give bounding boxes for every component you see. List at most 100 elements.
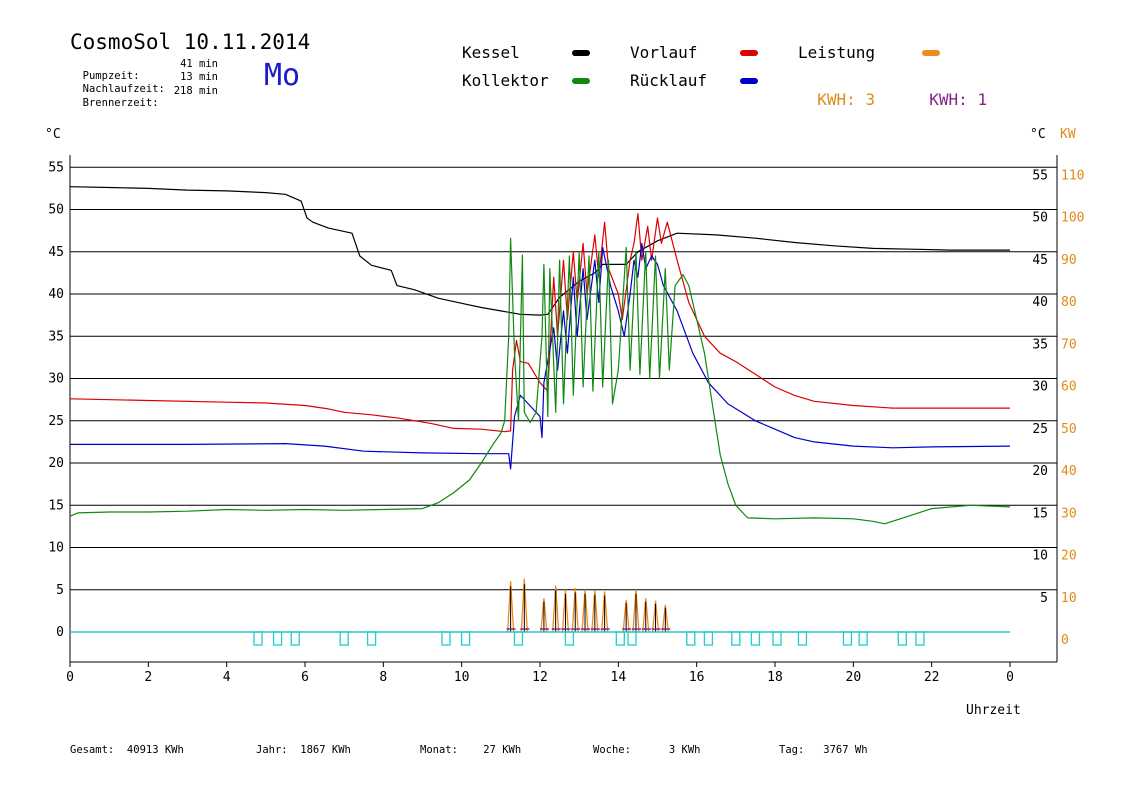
power-bar xyxy=(622,599,630,633)
pump-marker xyxy=(564,631,575,646)
right-kw-tick-label: 100 xyxy=(1061,211,1084,226)
power-bar xyxy=(520,578,528,633)
series-lines xyxy=(69,186,1011,525)
x-tick-label: 12 xyxy=(532,670,548,685)
y-tick-label: 10 xyxy=(48,541,64,556)
footer-value: 1867 KWh xyxy=(300,744,351,756)
footer-tag: Tag: 3767 Wh xyxy=(779,744,868,756)
x-tick-label: 0 xyxy=(1006,670,1014,685)
footer-gesamt: Gesamt: 40913 KWh xyxy=(70,744,184,756)
right-c-tick-label: 25 xyxy=(1032,422,1048,437)
y-tick-label: 55 xyxy=(48,160,64,175)
footer-jahr: Jahr: 1867 KWh xyxy=(256,744,351,756)
right-c-tick-label: 20 xyxy=(1032,464,1048,479)
y-tick-label: 20 xyxy=(48,456,64,471)
pump-marker xyxy=(460,631,471,646)
legend-vorlauf-label: Vorlauf xyxy=(630,43,698,62)
y-tick-label: 35 xyxy=(48,329,64,344)
right-c-tick-label: 5 xyxy=(1040,591,1048,606)
stat-brennerzeit-value: 218 min xyxy=(173,85,218,97)
y-tick-label: 15 xyxy=(48,498,64,513)
pump-marker xyxy=(339,631,349,646)
footer-value: 3767 Wh xyxy=(823,744,868,756)
pump-marker xyxy=(272,631,283,646)
y-tick-label: 5 xyxy=(56,583,64,598)
y-tick-label: 25 xyxy=(48,414,64,429)
right-kw-tick-label: 90 xyxy=(1061,253,1077,268)
kwh-value: 3 xyxy=(865,90,876,109)
footer-monat: Monat: 27 KWh xyxy=(420,744,521,756)
x-tick-label: 0 xyxy=(66,670,74,685)
y-tick-label: 40 xyxy=(48,287,64,302)
left-unit-label: °C xyxy=(45,127,61,142)
right-c-tick-label: 50 xyxy=(1032,211,1048,226)
legend-ruecklauf-swatch xyxy=(740,78,758,84)
y-tick-label: 0 xyxy=(56,625,64,640)
footer-woche: Woche: 3 KWh xyxy=(593,744,700,756)
footer-label: Monat: xyxy=(420,744,458,756)
axes xyxy=(69,155,1058,667)
legend-kessel-label: Kessel xyxy=(462,43,520,62)
right-c-tick-label: 45 xyxy=(1032,253,1048,268)
power-bar xyxy=(540,598,548,633)
series-line-kollektor xyxy=(69,237,1011,525)
pump-marker xyxy=(441,631,451,646)
power-bar xyxy=(651,600,660,633)
kwh-total-1: KWH: 3 xyxy=(798,71,875,109)
series-line-vorlauf xyxy=(69,213,1010,433)
power-bar xyxy=(571,588,579,633)
right-c-tick-label: 55 xyxy=(1032,168,1048,183)
right-c-tick-label: 10 xyxy=(1032,549,1048,564)
legend-leistung-label: Leistung xyxy=(798,43,876,62)
stat-brennerzeit: Brennerzeit: xyxy=(70,85,159,109)
x-tick-label: 8 xyxy=(379,670,387,685)
power-bar xyxy=(600,591,609,633)
stat-pumpzeit-value: 41 min xyxy=(180,58,218,70)
legend-ruecklauf-label: Rücklauf xyxy=(630,71,708,90)
x-tick-label: 2 xyxy=(144,670,152,685)
x-tick-label: 16 xyxy=(689,670,705,685)
series-line-rücklauf xyxy=(70,242,1011,470)
power-bar xyxy=(552,585,560,633)
kwh-value: 1 xyxy=(977,90,988,109)
pump-marker xyxy=(842,631,853,646)
power-bar xyxy=(591,590,599,633)
footer-value: 27 KWh xyxy=(483,744,522,756)
chart-title: CosmoSol 10.11.2014 xyxy=(70,30,311,54)
power-bar xyxy=(661,604,669,633)
pump-marker xyxy=(627,631,637,646)
y-tick-label: 30 xyxy=(48,372,64,387)
footer-value: 3 KWh xyxy=(668,744,701,756)
x-tick-label: 6 xyxy=(301,670,309,685)
right-kw-tick-label: 20 xyxy=(1061,549,1077,564)
right-kw-tick-label: 40 xyxy=(1061,464,1077,479)
x-tick-label: 22 xyxy=(924,670,940,685)
right-kw-tick-label: 70 xyxy=(1061,337,1077,352)
y-tick-label: 45 xyxy=(48,245,64,260)
x-tick-label: 14 xyxy=(611,670,627,685)
right-kw-tick-label: 10 xyxy=(1061,591,1077,606)
grid xyxy=(70,166,1057,591)
stat-label: Nachlaufzeit: xyxy=(82,83,165,95)
right-c-tick-label: 30 xyxy=(1032,380,1048,395)
footer-value: 40913 KWh xyxy=(126,744,184,756)
pump-marker xyxy=(897,631,907,646)
right-kw-tick-label: 110 xyxy=(1061,168,1084,183)
pump-marker xyxy=(513,631,524,646)
kwh-total-2: KWH: 1 xyxy=(910,71,987,109)
legend-vorlauf-swatch xyxy=(740,50,758,56)
right-kw-tick-label: 30 xyxy=(1061,506,1077,521)
pump-marker xyxy=(615,631,625,646)
right-c-tick-label: 40 xyxy=(1032,295,1048,310)
right-kw-tick-label: 60 xyxy=(1061,380,1077,395)
kwh-label: KWH: xyxy=(817,90,856,109)
x-tick-label: 20 xyxy=(846,670,862,685)
pump-marker xyxy=(366,631,377,646)
right-c-tick-label: 35 xyxy=(1032,337,1048,352)
stat-nachlaufzeit-value: 13 min xyxy=(180,71,218,83)
legend-kollektor-label: Kollektor xyxy=(462,71,549,90)
pump-marker xyxy=(858,631,868,646)
pump-marker xyxy=(290,631,300,646)
right-kw-tick-label: 0 xyxy=(1061,633,1069,648)
